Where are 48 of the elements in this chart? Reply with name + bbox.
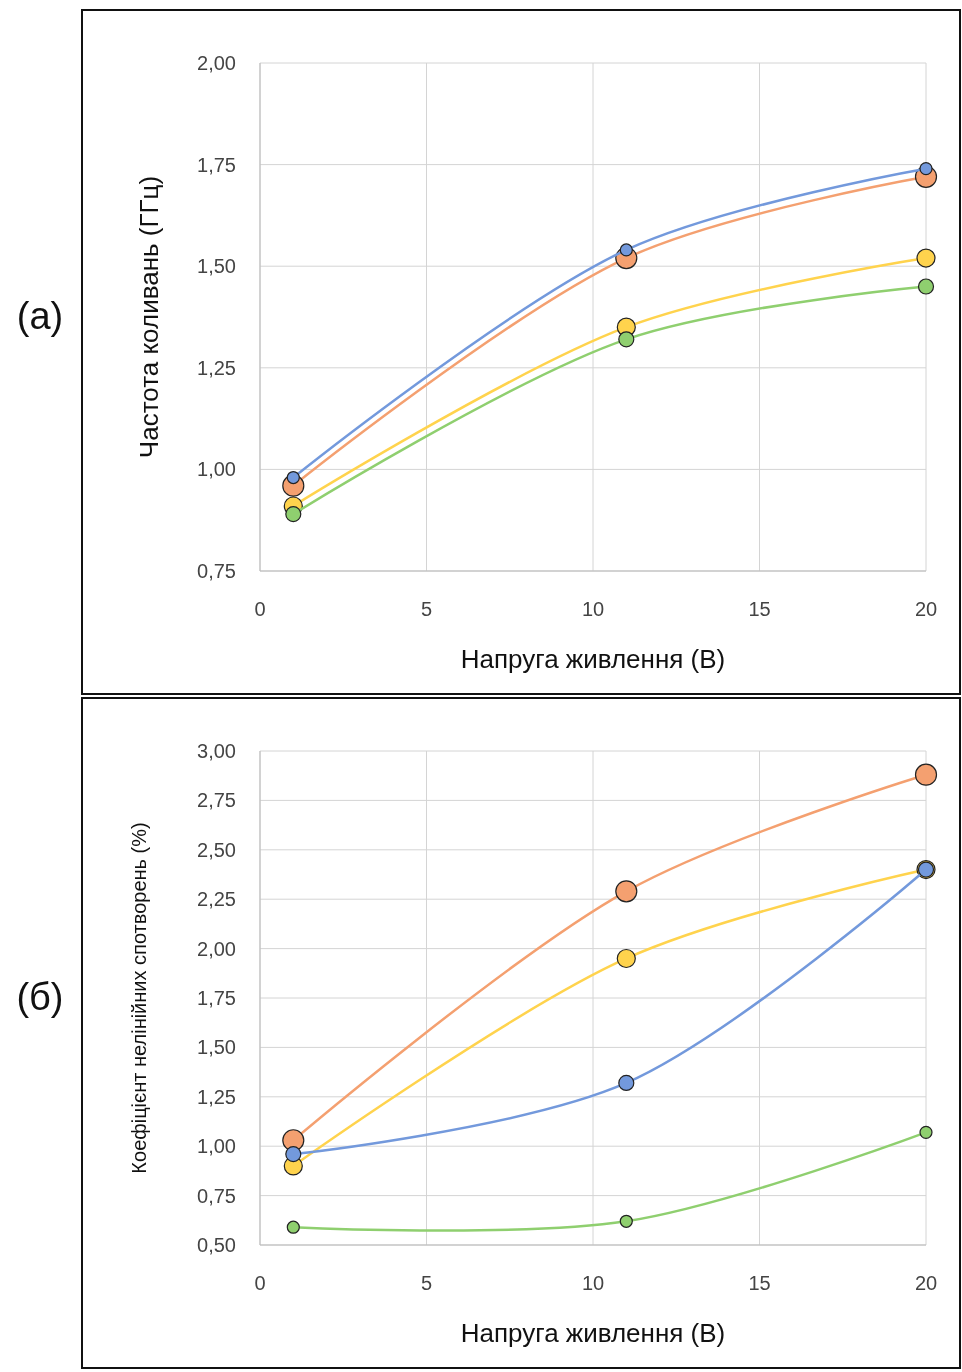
point	[618, 331, 635, 348]
y-tick-label: 0,75	[197, 560, 236, 582]
y-axis-title: Частота коливань (ГГц)	[134, 175, 164, 459]
y-tick-label: 1,25	[197, 356, 236, 379]
y-tick-label: 2,75	[197, 789, 236, 812]
x-tick-label: 20	[914, 598, 938, 620]
point	[615, 880, 638, 903]
point	[914, 763, 938, 786]
x-tick-label: 15	[748, 598, 771, 620]
y-tick-label: 0,75	[197, 1184, 236, 1207]
point	[919, 1125, 933, 1139]
point	[285, 1146, 302, 1163]
y-tick-label: 3,00	[197, 740, 236, 762]
x-tick-label: 20	[914, 1272, 938, 1294]
x-tick-label: 10	[581, 1272, 605, 1294]
x-tick-label: 5	[420, 1272, 433, 1294]
y-tick-label: 1,50	[197, 1036, 236, 1059]
y-tick-label: 1,25	[197, 1085, 236, 1108]
x-axis-title: Напруга живлення (В)	[460, 1318, 726, 1348]
y-tick-label: 1,75	[197, 987, 236, 1009]
x-tick-label: 0	[254, 598, 266, 620]
x-tick-label: 0	[254, 1272, 266, 1294]
text: (а)	[16, 295, 64, 337]
y-tick-label: 2,50	[197, 838, 236, 861]
y-tick-label: 2,25	[197, 888, 236, 911]
point	[916, 248, 936, 268]
y-tick-label: 1,00	[197, 458, 236, 481]
point	[917, 278, 935, 295]
point	[619, 1214, 633, 1228]
point	[618, 1074, 635, 1092]
y-tick-label: 2,00	[197, 52, 236, 74]
x-tick-label: 5	[420, 598, 433, 620]
y-tick-label: 1,50	[197, 255, 236, 278]
point	[285, 506, 302, 523]
x-axis-title: Напруга живлення (В)	[460, 644, 726, 674]
y-tick-label: 1,75	[197, 153, 236, 176]
x-tick-label: 15	[748, 1272, 771, 1294]
point	[286, 470, 300, 485]
point	[919, 162, 933, 176]
point	[616, 948, 636, 969]
y-tick-label: 2,00	[197, 937, 236, 960]
point	[286, 1220, 300, 1234]
y-axis-title: Коефіцієнт нелінійних спотворень (%)	[128, 822, 150, 1174]
y-tick-label: 1,00	[197, 1135, 236, 1158]
x-tick-label: 10	[581, 598, 605, 620]
text: (б)	[16, 976, 64, 1018]
point	[619, 243, 633, 257]
y-tick-label: 0,50	[197, 1234, 236, 1256]
